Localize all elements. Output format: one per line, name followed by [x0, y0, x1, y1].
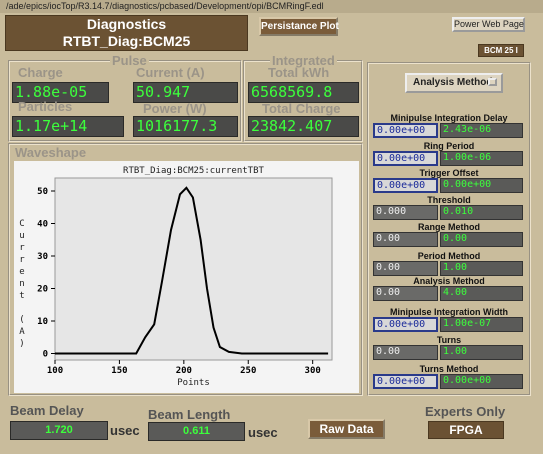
experts-label: Experts Only — [425, 404, 506, 419]
analysis-method-button[interactable]: Analysis Method — [405, 73, 503, 93]
x-tick-label: 150 — [111, 366, 127, 376]
current-value: 50.947 — [133, 82, 238, 103]
beam-delay-unit: usec — [110, 423, 140, 438]
setting-label: Ring Period — [423, 141, 475, 151]
x-tick-label: 300 — [305, 366, 321, 376]
charge-value: 1.88e-05 — [12, 82, 109, 103]
setpoint-input: 0.00 — [373, 232, 438, 247]
setting-label: Minipulse Integration Delay — [390, 113, 508, 123]
header-device: RTBT_Diag:BCM25 — [62, 33, 191, 49]
setting-label: Threshold — [427, 195, 471, 205]
persistance-plot-button[interactable]: Persistance Plot — [259, 17, 339, 36]
readback-value: 1.00e-07 — [440, 317, 523, 332]
pulse-title: Pulse — [110, 53, 149, 68]
total-kwh-value: 6568569.8 — [248, 82, 359, 103]
setpoint-input[interactable]: 0.00e+00 — [373, 151, 438, 166]
x-tick-label: 100 — [47, 366, 63, 376]
window-title: /ade/epics/iocTop/R3.14.7/diagnostics/pc… — [0, 0, 543, 13]
y-tick-label: 50 — [37, 187, 48, 197]
readback-value: 1.00 — [440, 261, 523, 276]
y-tick-label: 30 — [37, 252, 48, 262]
setting-label: Range Method — [418, 222, 480, 232]
readback-value: 4.00 — [440, 286, 523, 301]
beam-length-label: Beam Length — [148, 407, 231, 422]
total-kwh-label: Total kWh — [268, 65, 330, 80]
readback-value: 2.43e-06 — [440, 123, 523, 138]
y-tick-label: 10 — [37, 317, 48, 327]
fpga-button[interactable]: FPGA — [428, 421, 504, 439]
waveshape-title: Waveshape — [13, 145, 89, 160]
beam-length-value: 0.611 — [148, 422, 245, 441]
setpoint-input[interactable]: 0.00e+00 — [373, 317, 438, 332]
charge-label: Charge — [18, 65, 63, 80]
integrated-title: Integrated — [270, 53, 337, 68]
x-tick-label: 250 — [240, 366, 256, 376]
readback-value: 0.00e+00 — [440, 178, 523, 193]
setpoint-input: 0.000 — [373, 205, 438, 220]
y-axis-label: Current (A) — [17, 219, 27, 351]
waveshape-panel — [8, 143, 363, 396]
particles-value: 1.17e+14 — [12, 116, 124, 137]
setpoint-input[interactable]: 0.00e+00 — [373, 178, 438, 193]
device-tag: BCM 25 I — [478, 44, 524, 57]
readback-value: 0.00 — [440, 232, 523, 247]
plot-area — [54, 177, 333, 361]
readback-value: 0.00e+00 — [440, 374, 523, 389]
setting-label: Turns — [436, 335, 462, 345]
y-tick-label: 40 — [37, 220, 48, 230]
setpoint-input[interactable]: 0.00e+00 — [373, 374, 438, 389]
setting-label: Trigger Offset — [419, 168, 479, 178]
raw-data-button[interactable]: Raw Data — [308, 419, 385, 439]
plot-title: RTBT_Diag:BCM25:currentTBT — [123, 166, 264, 176]
readback-value: 1.00e-06 — [440, 151, 523, 166]
setting-label: Period Method — [417, 251, 481, 261]
power-web-page-button[interactable]: Power Web Page — [452, 17, 525, 32]
particles-label: Particles — [18, 99, 73, 114]
beam-delay-value: 1.720 — [10, 421, 108, 440]
beam-delay-label: Beam Delay — [10, 403, 84, 418]
current-line — [55, 186, 329, 355]
setpoint-input: 0.00 — [373, 286, 438, 301]
current-label: Current (A) — [136, 65, 205, 80]
total-charge-label: Total Charge — [262, 101, 341, 116]
readback-value: 0.010 — [440, 205, 523, 220]
x-axis-label: Points — [177, 378, 210, 388]
settings-panel — [367, 62, 531, 396]
indicator — [488, 78, 497, 86]
power-label: Power (W) — [143, 101, 207, 116]
y-tick-label: 20 — [37, 285, 48, 295]
total-charge-value: 23842.407 — [248, 116, 359, 137]
setpoint-input: 0.00 — [373, 261, 438, 276]
setpoint-input[interactable]: 0.00e+00 — [373, 123, 438, 138]
power-value: 1016177.3 — [133, 116, 238, 137]
setting-label: Minipulse Integration Width — [390, 307, 508, 317]
header-box — [5, 15, 248, 51]
setting-label: Analysis Method — [413, 276, 485, 286]
x-tick-label: 200 — [176, 366, 192, 376]
header-title: Diagnostics — [86, 16, 167, 32]
setpoint-input: 0.00 — [373, 345, 438, 360]
setting-label: Turns Method — [419, 364, 479, 374]
y-tick-label: 0 — [43, 350, 48, 360]
readback-value: 1.00 — [440, 345, 523, 360]
beam-length-unit: usec — [248, 425, 278, 440]
